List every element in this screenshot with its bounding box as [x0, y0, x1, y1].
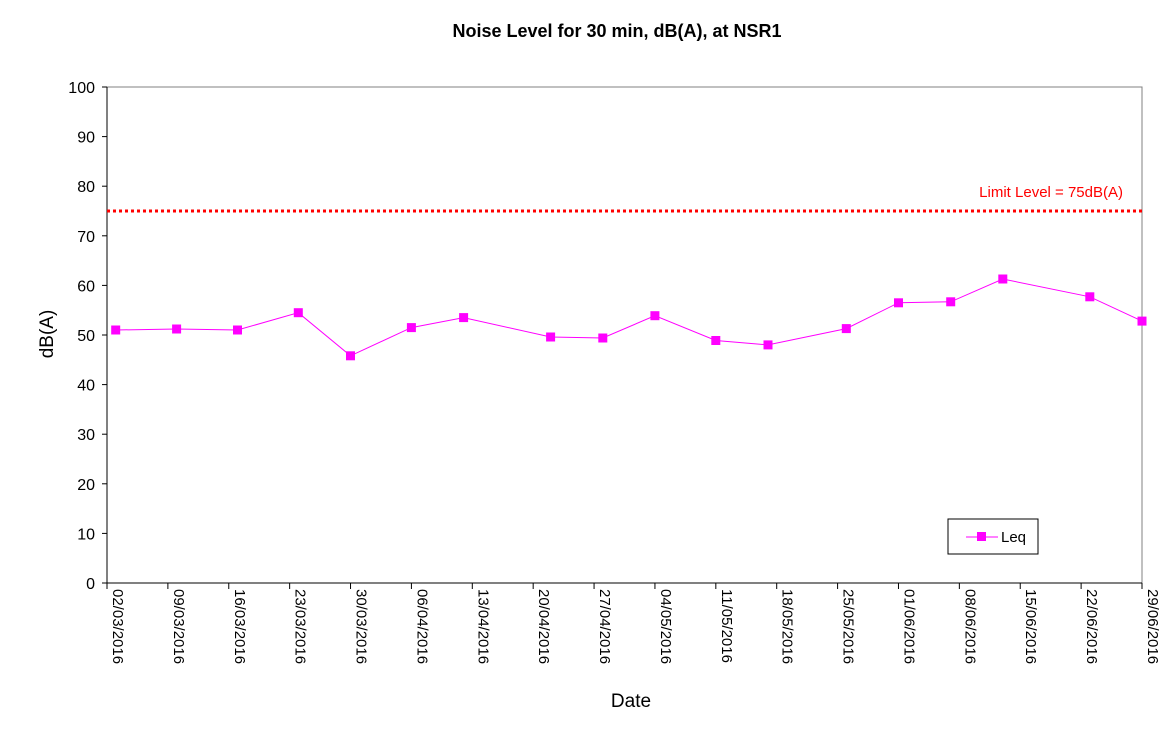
legend-marker	[977, 532, 986, 541]
limit-line-label: Limit Level = 75dB(A)	[979, 184, 1123, 201]
chart-title: Noise Level for 30 min, dB(A), at NSR1	[452, 21, 781, 41]
x-tick-label: 02/03/2016	[109, 589, 126, 664]
x-tick-label: 16/03/2016	[231, 589, 248, 664]
y-tick-label: 0	[86, 576, 95, 593]
y-tick-label: 70	[77, 229, 95, 246]
y-tick-label: 100	[68, 80, 95, 97]
legend-label: Leq	[1001, 529, 1026, 546]
plot-area: 0 10 20 30 40 50 60 70 80 90 100 02/03/2016 09/03/20…	[68, 80, 1161, 664]
x-tick-label: 08/06/2016	[961, 589, 978, 664]
y-tick-label: 40	[77, 378, 95, 395]
y-tick-label: 80	[77, 179, 95, 196]
data-point-marker	[763, 340, 773, 350]
data-point-marker	[711, 336, 721, 345]
x-tick-label: 09/03/2016	[170, 589, 187, 664]
plot-border	[106, 86, 1143, 584]
x-tick-label: 15/06/2016	[1022, 589, 1039, 664]
x-tick-label: 20/04/2016	[535, 589, 552, 664]
data-point-marker	[1085, 292, 1095, 302]
x-tick-label: 30/03/2016	[353, 589, 370, 664]
y-tick-label: 60	[77, 278, 95, 295]
x-tick-label: 06/04/2016	[413, 589, 430, 664]
data-point-marker	[598, 333, 608, 343]
x-tick-label: 25/05/2016	[840, 589, 857, 664]
data-point-marker	[894, 298, 903, 308]
y-tick-label: 10	[77, 526, 95, 543]
data-point-marker	[841, 324, 851, 334]
data-point-marker	[946, 297, 956, 307]
x-tick-label: 01/06/2016	[900, 589, 917, 664]
y-tick-label: 50	[77, 328, 95, 345]
data-point-marker	[1137, 316, 1147, 326]
data-point-marker	[346, 351, 355, 361]
y-tick-label: 30	[77, 427, 95, 444]
data-point-marker	[293, 308, 303, 318]
x-tick-label: 27/04/2016	[596, 589, 613, 664]
data-point-marker	[459, 313, 469, 323]
data-point-marker	[233, 325, 242, 335]
data-point-marker	[650, 311, 660, 321]
x-tick-label: 29/06/2016	[1144, 589, 1161, 664]
y-tick-label: 20	[77, 477, 95, 494]
data-point-marker	[406, 323, 416, 333]
x-tick-label: 04/05/2016	[657, 589, 674, 664]
x-axis-label: Date	[611, 691, 651, 712]
x-tick-label: 13/04/2016	[474, 589, 491, 664]
data-point-marker	[998, 274, 1008, 284]
data-point-marker	[546, 332, 556, 342]
x-tick-label: 18/05/2016	[779, 589, 796, 664]
data-point-marker	[111, 325, 121, 335]
x-tick-label: 11/05/2016	[718, 589, 735, 663]
y-axis-label: dB(A)	[37, 310, 58, 359]
data-point-marker	[172, 324, 182, 334]
x-tick-label: 23/03/2016	[292, 589, 309, 664]
y-tick-label: 90	[77, 130, 95, 147]
x-tick-label: 22/06/2016	[1083, 589, 1100, 664]
series-line-leq	[115, 278, 1143, 357]
